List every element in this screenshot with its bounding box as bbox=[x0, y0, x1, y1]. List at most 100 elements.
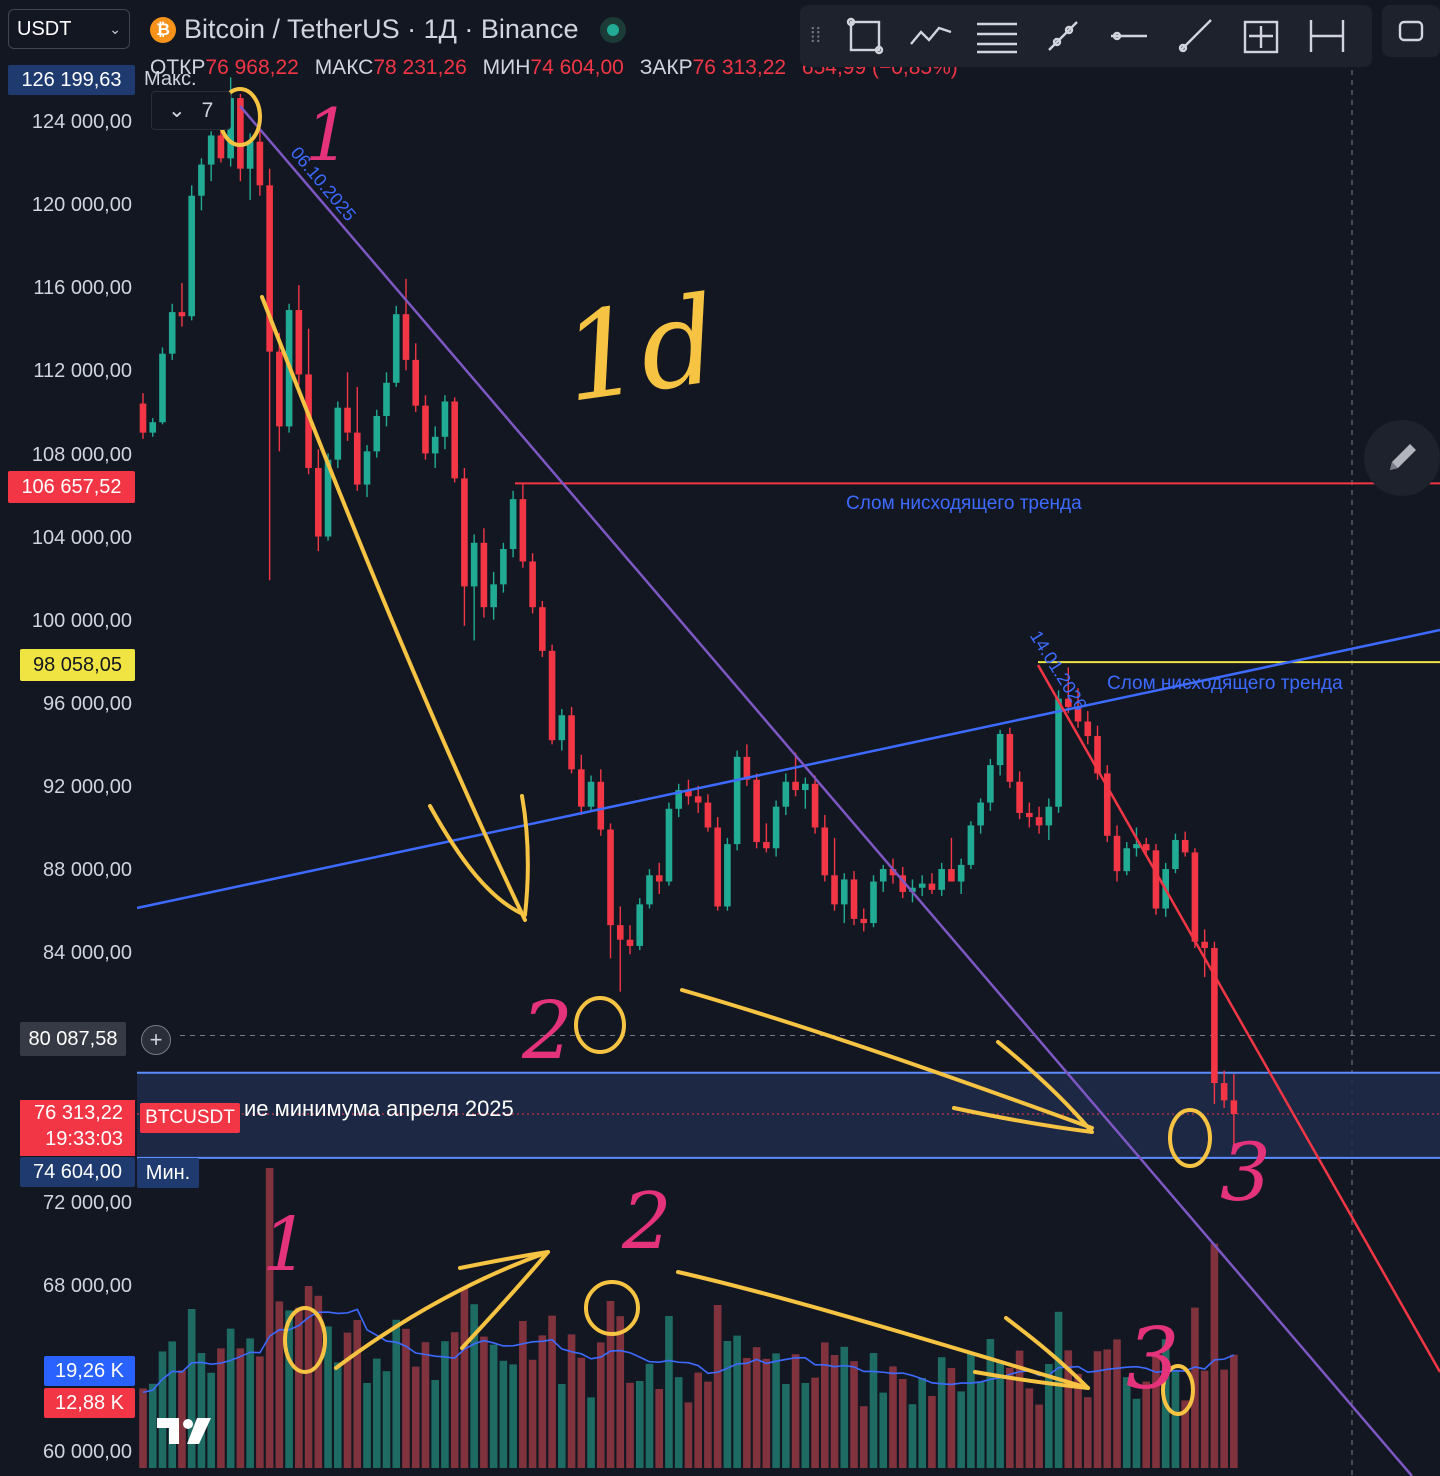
rectangle-tool-icon[interactable] bbox=[832, 11, 898, 61]
candle-body bbox=[1191, 852, 1199, 942]
candle-body bbox=[889, 869, 897, 876]
candle-body bbox=[373, 416, 381, 452]
candle bbox=[276, 332, 283, 452]
candle-body bbox=[636, 904, 644, 946]
countdown-value: 19:33:03 bbox=[45, 1128, 123, 1150]
candle bbox=[139, 393, 147, 439]
volume-bar bbox=[743, 1358, 751, 1468]
candle bbox=[1230, 1074, 1238, 1150]
candle-body bbox=[1026, 812, 1033, 818]
candle bbox=[1181, 831, 1189, 857]
candle bbox=[685, 779, 692, 805]
candle-body bbox=[743, 756, 751, 780]
price-axis-tick: 120 000,00 bbox=[31, 194, 132, 217]
candle-body bbox=[685, 790, 692, 797]
candle-body bbox=[470, 542, 478, 587]
candle bbox=[237, 93, 244, 182]
candle bbox=[879, 864, 887, 892]
volume-bar bbox=[421, 1342, 430, 1468]
trend-line-icon[interactable] bbox=[1030, 11, 1096, 61]
volume-bars bbox=[139, 1168, 1238, 1468]
candle bbox=[811, 775, 819, 834]
candle bbox=[597, 769, 605, 836]
volume-bar bbox=[343, 1332, 352, 1468]
volume-bar bbox=[596, 1342, 605, 1468]
candle-body bbox=[626, 939, 634, 946]
candle bbox=[792, 752, 799, 797]
ray-icon[interactable] bbox=[1162, 11, 1228, 61]
chart-title[interactable]: ₿ Bitcoin / TetherUS · 1Д · Binance bbox=[150, 14, 627, 45]
price-axis-tick: 116 000,00 bbox=[33, 277, 132, 300]
volume-bar bbox=[285, 1310, 293, 1468]
path-tool-icon[interactable] bbox=[898, 11, 964, 61]
volume-bar bbox=[1083, 1397, 1092, 1468]
red-trend-line[interactable] bbox=[1036, 664, 1440, 1373]
candle-body bbox=[1113, 835, 1121, 872]
handwritten-number-3: 3 bbox=[1220, 1126, 1271, 1219]
candle bbox=[967, 821, 975, 870]
volume-bar bbox=[976, 1381, 985, 1468]
candle bbox=[772, 800, 780, 857]
add-alert-icon[interactable]: + bbox=[141, 1025, 171, 1055]
candle bbox=[850, 871, 858, 926]
candle-body bbox=[353, 432, 361, 485]
symbol-price-value: BTCUSDT bbox=[145, 1107, 235, 1128]
measure-box-icon[interactable] bbox=[1228, 11, 1294, 61]
candle-body bbox=[967, 825, 975, 865]
volume-bar bbox=[470, 1304, 478, 1468]
candle-body bbox=[500, 549, 507, 585]
volume-bar bbox=[372, 1358, 381, 1468]
candle bbox=[763, 823, 770, 853]
price-range-icon[interactable] bbox=[1294, 11, 1360, 61]
candle-body bbox=[324, 459, 332, 537]
volume-bar bbox=[548, 1315, 556, 1468]
candle-body bbox=[276, 351, 283, 427]
candle-body bbox=[1211, 948, 1218, 1084]
candle-body bbox=[1035, 817, 1043, 826]
blue-trend-line[interactable] bbox=[136, 628, 1440, 910]
zero-mark-20 bbox=[574, 996, 626, 1054]
volume-bar bbox=[830, 1355, 839, 1468]
ohlc-open-key: ОТКР bbox=[150, 56, 206, 79]
candle-body bbox=[188, 195, 195, 317]
cycle-icon[interactable] bbox=[1382, 5, 1440, 57]
drag-handle-icon[interactable]: ⁞⁞ bbox=[810, 25, 822, 47]
crosshair-price-value: 80 087,58 bbox=[28, 1027, 118, 1050]
candle-body bbox=[490, 584, 497, 608]
candle-body bbox=[1220, 1083, 1228, 1101]
volume-bar bbox=[236, 1348, 245, 1468]
symbol-select[interactable]: USDT ⌄ bbox=[8, 9, 130, 49]
indicators-collapse-button[interactable]: ⌄ 7 bbox=[151, 91, 231, 130]
candle-body bbox=[159, 353, 166, 423]
candle-body bbox=[539, 607, 546, 651]
candle-body bbox=[870, 881, 877, 924]
candle bbox=[655, 862, 663, 894]
volume-ma-value: 19,26 K bbox=[55, 1359, 124, 1382]
candle bbox=[344, 372, 351, 441]
parallel-lines-icon[interactable] bbox=[964, 11, 1030, 61]
min-price-value: 74 604,00 bbox=[33, 1160, 122, 1183]
candle bbox=[1065, 667, 1072, 714]
volume-bar bbox=[772, 1353, 780, 1468]
indicators-count: 7 bbox=[201, 98, 214, 122]
volume-bar bbox=[821, 1342, 829, 1468]
volume-bar bbox=[275, 1301, 284, 1468]
candle-body bbox=[1084, 721, 1092, 737]
candle bbox=[626, 925, 634, 955]
volume-bar bbox=[762, 1358, 771, 1468]
purple-trend-line[interactable] bbox=[239, 105, 1413, 1476]
candle bbox=[451, 397, 458, 483]
horizontal-ray-icon[interactable] bbox=[1096, 11, 1162, 61]
candle bbox=[168, 303, 176, 360]
candle bbox=[1191, 848, 1199, 949]
candle bbox=[392, 305, 400, 387]
candle-body bbox=[792, 781, 799, 791]
candle-body bbox=[957, 864, 965, 882]
candle bbox=[918, 875, 926, 897]
trend-break-label-1: Слом нисходящего тренда bbox=[846, 493, 1082, 514]
pencil-icon[interactable] bbox=[1364, 420, 1440, 496]
candle bbox=[159, 347, 166, 425]
volume-bar bbox=[801, 1383, 810, 1468]
candle bbox=[782, 773, 790, 816]
